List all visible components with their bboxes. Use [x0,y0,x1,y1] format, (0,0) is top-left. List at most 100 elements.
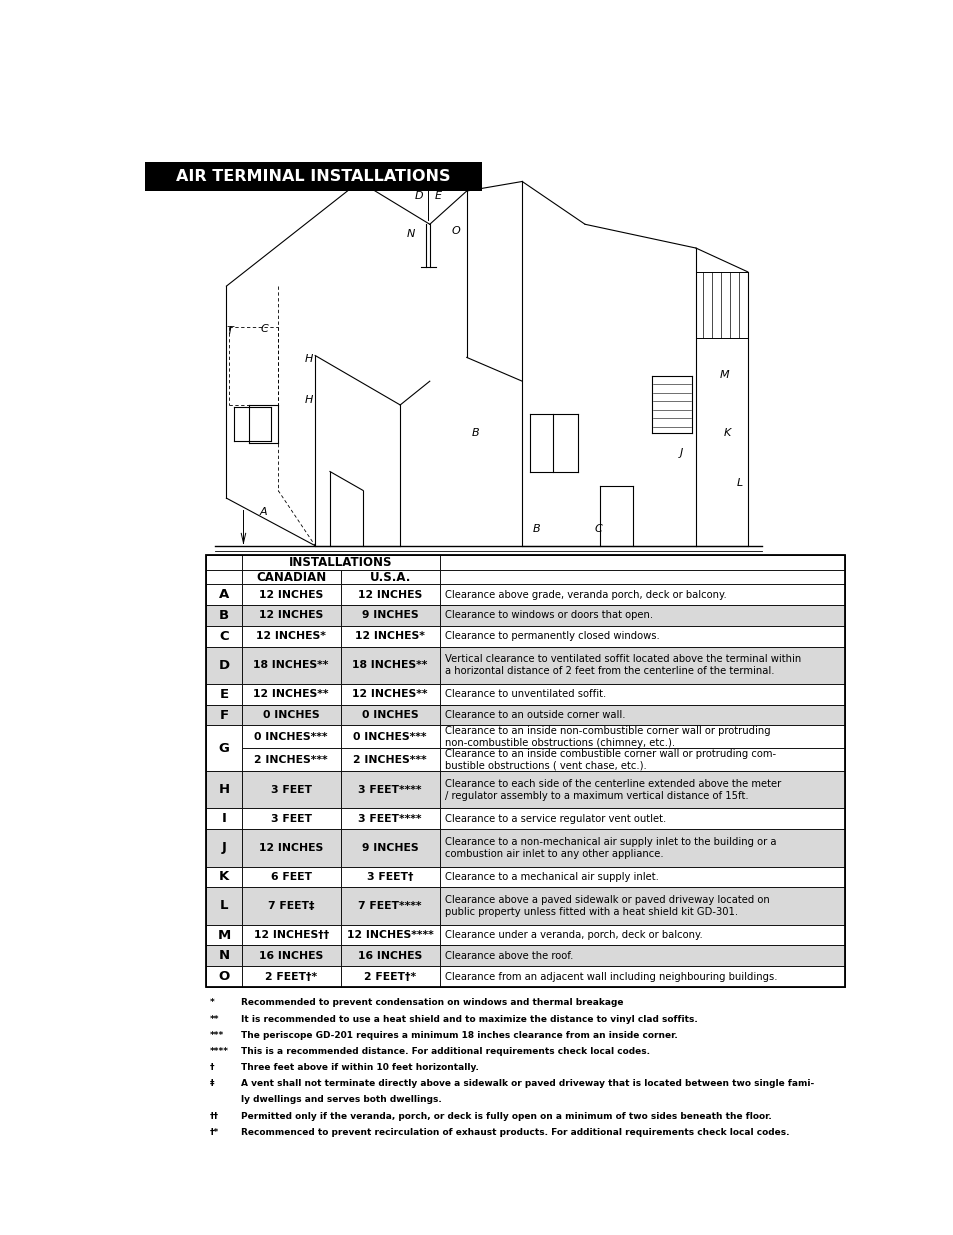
Text: It is recommended to use a heat shield and to maximize the distance to vinyl cla: It is recommended to use a heat shield a… [241,1014,698,1024]
Bar [206,569,241,584]
Text: 12 INCHES††: 12 INCHES†† [253,930,329,940]
Bar [241,684,340,705]
Text: 18 INCHES**: 18 INCHES** [253,661,329,671]
Bar [241,887,340,925]
Text: Recommended to prevent condensation on windows and thermal breakage: Recommended to prevent condensation on w… [241,998,623,1008]
Text: 16 INCHES: 16 INCHES [357,951,422,961]
Text: J: J [221,841,226,855]
Text: ****: **** [210,1047,229,1056]
Text: 2 FEET†*: 2 FEET†* [364,972,416,982]
Bar [439,748,844,771]
Text: 3 FEET: 3 FEET [271,814,312,824]
Text: Clearance above grade, veranda porch, deck or balcony.: Clearance above grade, veranda porch, de… [444,589,726,600]
Bar [206,771,241,809]
Text: †: † [210,1063,214,1072]
Text: 2 FEET†*: 2 FEET†* [265,972,316,982]
Bar [340,867,439,887]
Bar [241,966,340,987]
Text: 12 INCHES: 12 INCHES [357,589,422,600]
Bar [439,626,844,647]
Bar [241,569,340,584]
Text: D: D [218,658,230,672]
Bar [241,748,340,771]
Bar [340,725,439,748]
Text: L: L [737,478,742,488]
Text: 0 INCHES: 0 INCHES [262,710,319,720]
Text: 0 INCHES: 0 INCHES [361,710,418,720]
Bar [206,946,241,966]
Bar [439,705,844,725]
Text: Recommenced to prevent recirculation of exhaust products. For additional require: Recommenced to prevent recirculation of … [241,1128,789,1136]
Bar [439,887,844,925]
Text: B: B [219,609,229,622]
Text: G: G [218,742,230,755]
Text: E: E [435,190,441,201]
Text: 9 INCHES: 9 INCHES [361,610,418,620]
Text: Clearance to unventilated soffit.: Clearance to unventilated soffit. [444,689,605,699]
Text: Clearance to windows or doors that open.: Clearance to windows or doors that open. [444,610,652,620]
Text: The periscope GD-201 requires a minimum 18 inches clearance from an inside corne: The periscope GD-201 requires a minimum … [241,1031,678,1040]
Bar [439,925,844,946]
Text: L: L [219,899,228,913]
Bar [340,684,439,705]
Bar [241,705,340,725]
Bar [340,946,439,966]
Text: 6 FEET: 6 FEET [271,872,312,882]
Bar [241,946,340,966]
Bar [206,705,241,725]
Text: Clearance to an inside non-combustible corner wall or protruding
non-combustible: Clearance to an inside non-combustible c… [444,726,770,747]
Bar [439,809,844,829]
Text: 12 INCHES**: 12 INCHES** [253,689,329,699]
Bar [340,584,439,605]
Bar [206,584,241,605]
Text: O: O [451,226,459,236]
Text: 0 INCHES***: 0 INCHES*** [353,732,426,742]
Text: Clearance to a non-mechanical air supply inlet to the building or a
combustion a: Clearance to a non-mechanical air supply… [444,837,776,858]
Text: D: D [414,190,422,201]
Text: N: N [218,950,230,962]
Text: *: * [210,998,214,1008]
Bar [241,584,340,605]
Text: 12 INCHES: 12 INCHES [258,610,323,620]
Bar [340,748,439,771]
Bar [241,556,439,569]
Text: Clearance to an outside corner wall.: Clearance to an outside corner wall. [444,710,624,720]
Text: H: H [218,783,230,797]
Bar [439,684,844,705]
Bar [241,725,340,748]
Bar [439,569,844,584]
Text: 2 INCHES***: 2 INCHES*** [353,755,427,764]
Bar [340,605,439,626]
Bar [439,946,844,966]
Bar [241,647,340,684]
Text: ***: *** [210,1031,224,1040]
Text: This is a recommended distance. For additional requirements check local codes.: This is a recommended distance. For addi… [241,1047,650,1056]
Bar [439,605,844,626]
Text: **: ** [210,1014,219,1024]
Bar [340,569,439,584]
Bar [241,771,340,809]
Bar [340,626,439,647]
Text: H: H [304,395,313,405]
Bar [340,966,439,987]
Bar [206,626,241,647]
Bar [439,556,844,569]
Text: †*: †* [210,1128,219,1136]
Bar [241,809,340,829]
Bar [439,584,844,605]
Text: ‡: ‡ [210,1079,214,1088]
Text: ††: †† [210,1112,219,1120]
Bar [206,887,241,925]
Text: 12 INCHES: 12 INCHES [258,842,323,853]
Text: C: C [594,524,601,534]
Text: I: I [221,813,226,825]
Text: Clearance under a veranda, porch, deck or balcony.: Clearance under a veranda, porch, deck o… [444,930,701,940]
Bar [340,925,439,946]
Text: Clearance from an adjacent wall including neighbouring buildings.: Clearance from an adjacent wall includin… [444,972,777,982]
Text: A: A [218,588,229,601]
Text: 0 INCHES***: 0 INCHES*** [254,732,328,742]
Text: 3 FEET: 3 FEET [271,784,312,795]
Bar [241,605,340,626]
Bar [340,829,439,867]
Bar [340,887,439,925]
